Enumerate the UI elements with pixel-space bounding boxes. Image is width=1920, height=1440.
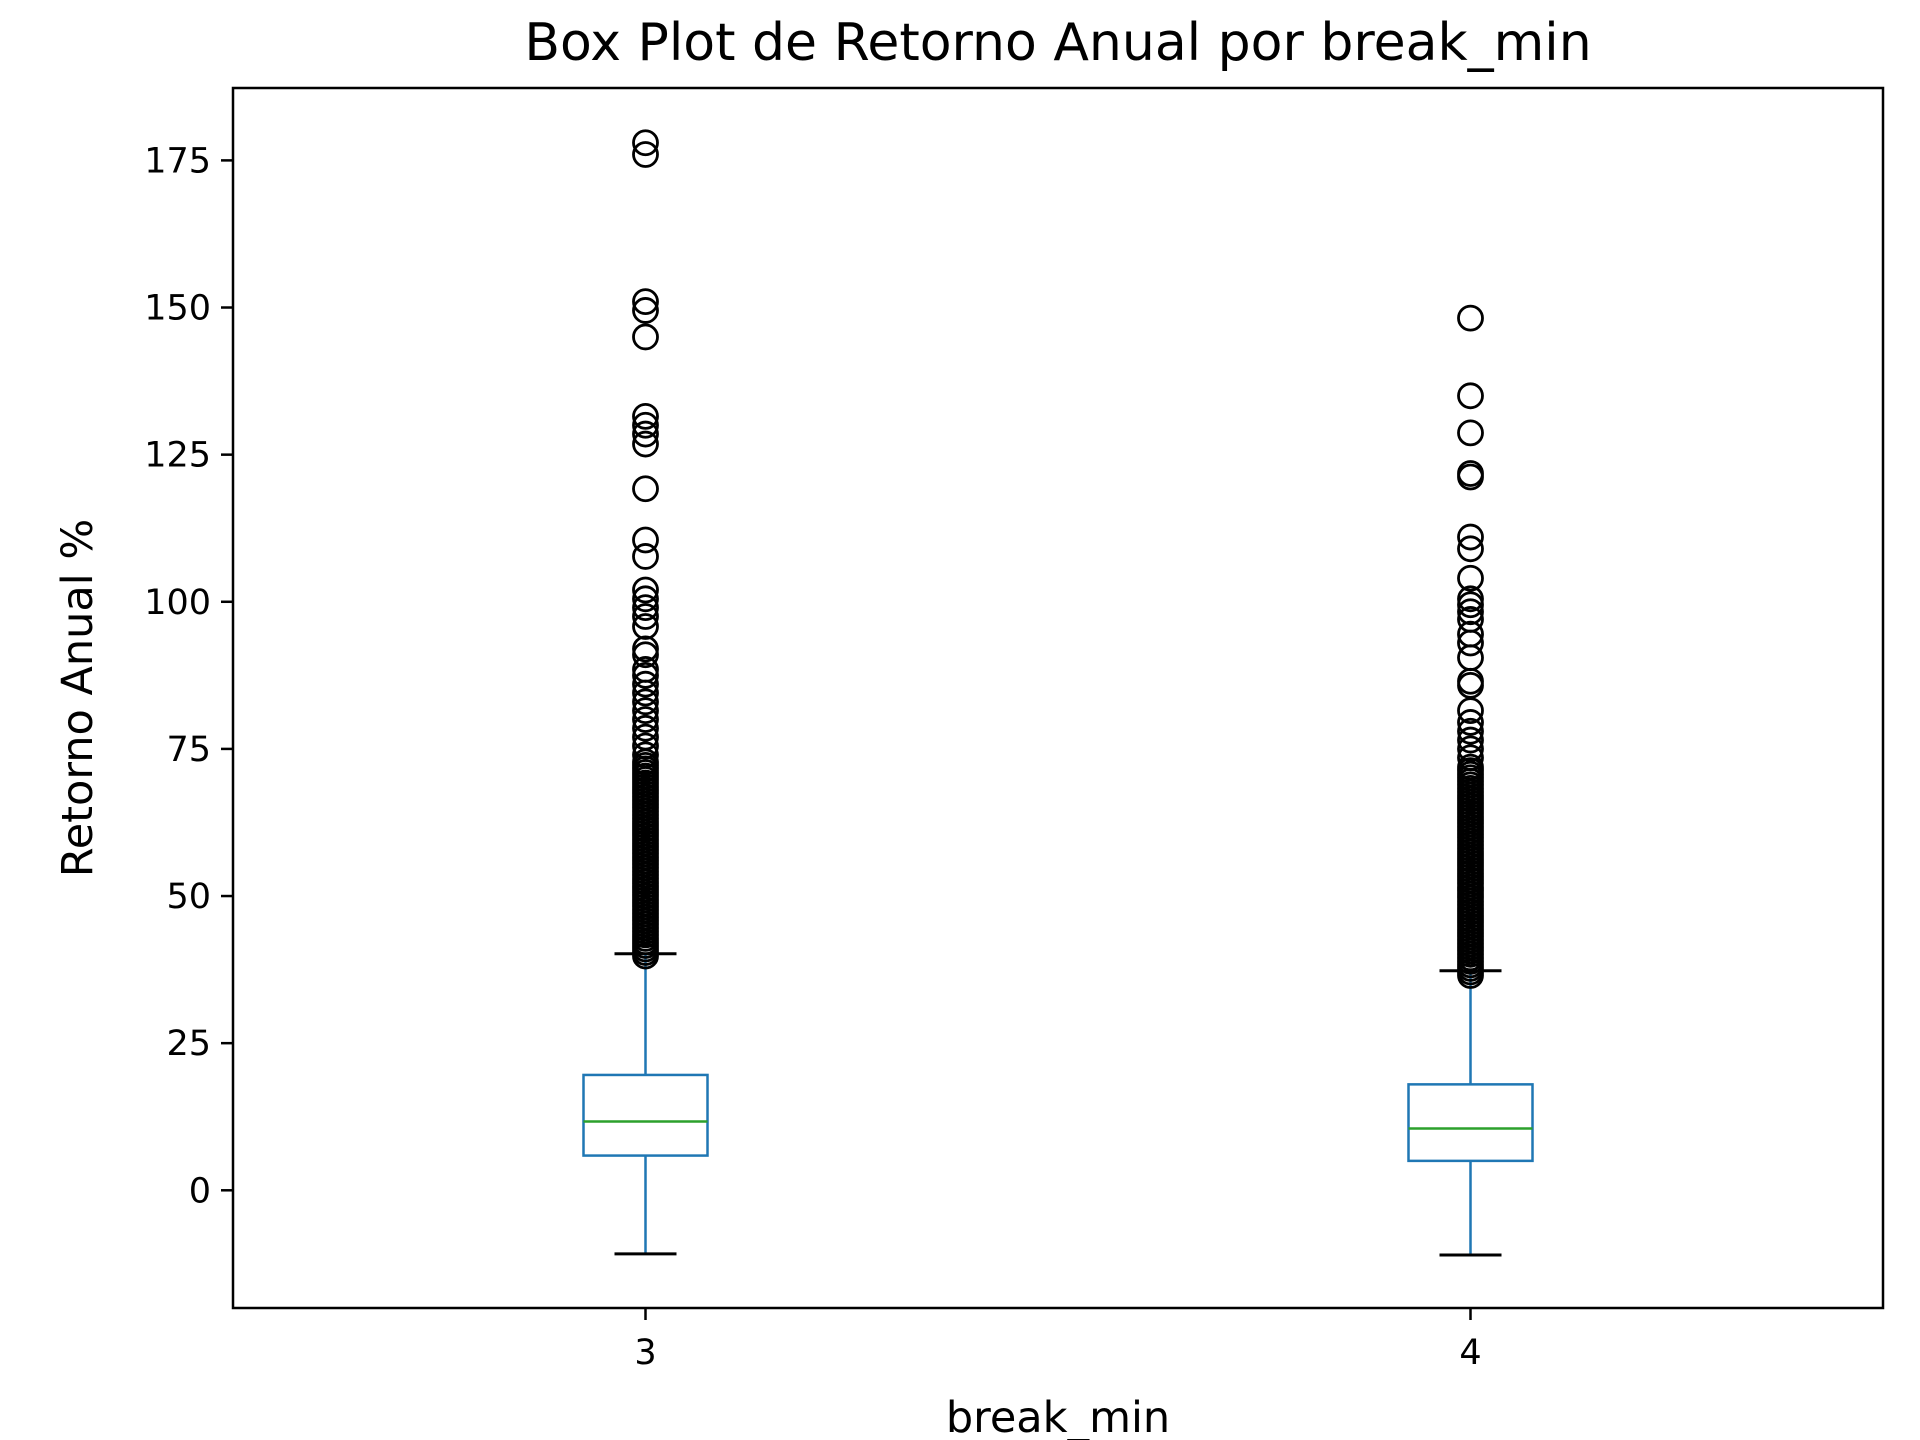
outlier-point	[1457, 753, 1484, 781]
outlier-point	[1457, 744, 1484, 772]
outlier-point	[632, 323, 659, 351]
outlier-point	[632, 288, 659, 316]
x-tick-label: 3	[634, 1333, 656, 1373]
outlier-point	[632, 411, 659, 439]
box-iqr	[582, 1073, 709, 1157]
outlier-point	[1457, 709, 1484, 736]
outlier-point	[632, 603, 659, 630]
outlier-point	[632, 585, 659, 613]
outlier-point	[1457, 535, 1484, 563]
x-axis-label: break_min	[946, 1393, 1170, 1440]
outlier-point	[632, 641, 659, 669]
outlier-point	[632, 543, 659, 570]
outlier-point	[632, 741, 659, 769]
outlier-point	[632, 141, 659, 168]
outlier-point	[632, 706, 659, 733]
outlier-point	[632, 732, 659, 760]
outlier-point	[1457, 629, 1484, 657]
y-tick-label: 100	[144, 583, 211, 623]
outlier-point	[1457, 717, 1484, 745]
y-tick-label: 0	[189, 1171, 211, 1211]
y-tick-label: 125	[144, 436, 211, 476]
outlier-point	[632, 661, 659, 689]
outlier-point	[632, 576, 659, 604]
outlier-point	[1457, 644, 1484, 672]
y-tick-label: 50	[166, 877, 211, 917]
y-tick-label: 175	[144, 141, 211, 181]
outlier-point	[632, 613, 659, 640]
outlier-point	[632, 714, 659, 742]
plot-frame	[231, 86, 1885, 1310]
outlier-point	[632, 679, 659, 707]
outlier-point	[632, 420, 659, 448]
outlier-point	[1457, 697, 1484, 725]
outlier-point	[1457, 523, 1484, 551]
y-tick-label: 150	[144, 289, 211, 329]
outlier-point	[632, 430, 659, 458]
y-axis-label: Retorno Anual %	[53, 519, 103, 877]
chart-title: Box Plot de Retorno Anual por break_min	[524, 13, 1591, 73]
y-axis: 0 25 50 75 100 125 150 175	[144, 141, 233, 1211]
outlier-point	[1457, 726, 1484, 754]
y-tick-label: 25	[166, 1024, 211, 1064]
outlier-point	[632, 526, 659, 554]
outlier-point	[1457, 382, 1484, 410]
y-tick-label: 75	[166, 730, 211, 770]
outlier-point	[632, 670, 659, 698]
outlier-point	[632, 297, 659, 324]
outlier-point	[632, 594, 659, 622]
outlier-point	[632, 129, 659, 157]
plot-area	[582, 129, 1534, 1257]
box-iqr	[1407, 1083, 1534, 1163]
outlier-point	[1457, 419, 1484, 447]
outlier-point	[632, 688, 659, 716]
outlier-point	[1457, 735, 1484, 763]
box-group-4	[1407, 304, 1534, 1257]
outlier-point	[1457, 564, 1484, 592]
outlier-point	[632, 475, 659, 503]
outlier-point	[632, 402, 659, 430]
box-group-3	[582, 129, 709, 1256]
outlier-point	[1457, 591, 1484, 619]
x-tick-label: 4	[1459, 1333, 1481, 1373]
outlier-point	[632, 723, 659, 751]
outlier-point	[1457, 463, 1484, 491]
outlier-point	[1457, 304, 1484, 332]
outlier-point	[1457, 598, 1484, 626]
outlier-point	[632, 697, 659, 725]
